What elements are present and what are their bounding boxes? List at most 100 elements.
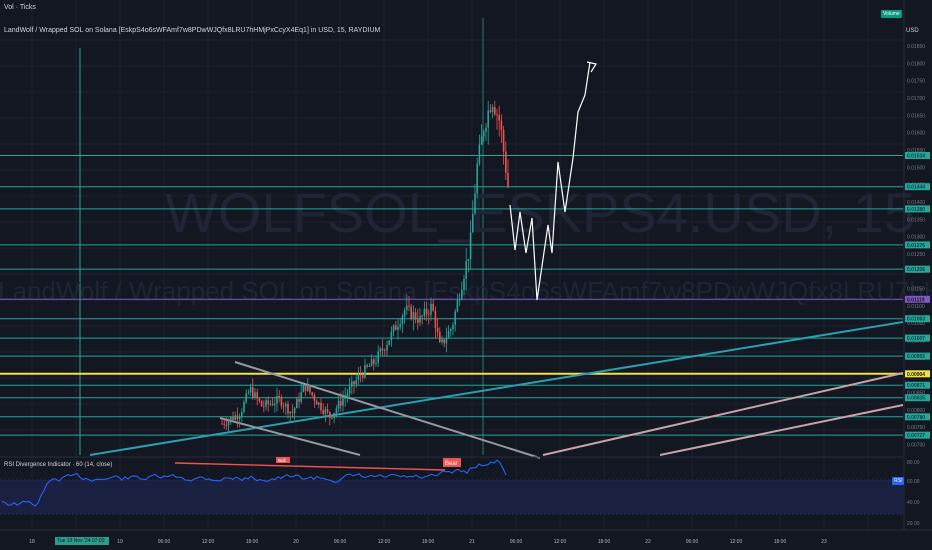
candle-body	[379, 348, 382, 352]
candle-body	[395, 325, 397, 330]
support-resistance-levels[interactable]	[0, 155, 903, 436]
candle-body	[331, 417, 333, 419]
price-axis-tick: 0.01300	[907, 235, 925, 241]
candle-body	[238, 417, 241, 420]
candle-body	[252, 387, 254, 398]
price-axis[interactable]: 0.01850 0.01800 0.01750 0.01700 0.01650 0.016…	[903, 0, 930, 530]
time-axis-label: 06:00	[686, 539, 699, 545]
wedge-upper-line[interactable]	[234, 361, 541, 459]
channel-line-upper[interactable]	[542, 372, 904, 456]
candle-body	[256, 392, 258, 399]
candle-body	[298, 399, 300, 402]
price-level-badge[interactable]	[905, 370, 930, 378]
candle-body	[439, 331, 441, 343]
candle-body	[326, 409, 329, 412]
candle-body	[285, 403, 287, 407]
candle-body	[254, 392, 256, 398]
candle-body	[502, 130, 505, 152]
price-level-badge-label: 0.00904	[907, 372, 925, 378]
price-projection-drawing[interactable]	[509, 61, 597, 301]
rsi-pane[interactable]: Bull Bear 80.00 60.00 40.00 20.00	[0, 456, 920, 527]
time-axis-label: 19	[117, 539, 123, 545]
candle-body	[357, 374, 360, 380]
time-axis-label: 12:00	[202, 539, 215, 545]
candle-body	[507, 172, 509, 187]
candle-body	[278, 395, 280, 398]
candle-body	[260, 401, 263, 407]
currency-label[interactable]: USD	[906, 28, 919, 34]
candle-body	[447, 331, 450, 339]
candle-body	[296, 399, 298, 409]
price-level-badge-label: 0.01007	[907, 336, 925, 342]
time-axis[interactable]: 18 18:00 19 06:00 12:00 18:00 20 06:00 12:00 18:0…	[0, 529, 932, 545]
rsi-band	[0, 480, 903, 514]
candle-body	[342, 398, 344, 406]
price-level-badge[interactable]	[905, 394, 930, 402]
candle-body	[432, 303, 434, 311]
candle-body	[368, 366, 371, 367]
uptrend-line[interactable]	[89, 321, 904, 456]
wedge-lower-line[interactable]	[219, 417, 361, 456]
price-level-badge-label: 0.01276	[907, 243, 925, 249]
candle-body	[307, 385, 309, 391]
candle-body	[291, 411, 294, 413]
candle-body	[410, 306, 412, 320]
price-level-badge[interactable]	[905, 265, 930, 273]
candle-body	[258, 398, 261, 402]
channel-line-lower[interactable]	[659, 404, 904, 456]
candle-body	[263, 406, 265, 408]
candle-body	[362, 375, 364, 378]
price-level-badge[interactable]	[905, 431, 930, 439]
candle-body	[245, 393, 247, 402]
rsi-axis-tick: 80.00	[907, 460, 920, 466]
price-level-badge[interactable]	[905, 352, 930, 360]
candle-body	[419, 316, 421, 323]
candle-body	[388, 340, 390, 345]
price-level-badge-label: 0.01119	[907, 297, 925, 303]
price-level-badge-label: 0.01534	[907, 154, 925, 160]
price-level-badge[interactable]	[905, 381, 930, 389]
candle-body	[392, 325, 395, 332]
candle-body	[364, 365, 366, 378]
candle-body	[353, 381, 355, 385]
projection-arrowhead	[586, 61, 597, 73]
candle-body	[287, 403, 289, 414]
price-axis-tick: 0.00800	[907, 408, 925, 414]
price-level-badge[interactable]	[905, 205, 930, 213]
price-level-badge[interactable]	[905, 295, 930, 303]
price-level-badge[interactable]	[905, 315, 930, 323]
price-level-badge-label: 0.01063	[907, 317, 925, 323]
candle-body	[221, 423, 223, 425]
rsi-axis-tick: 60.00	[907, 479, 920, 485]
price-axis-tick: 0.00850	[907, 391, 925, 397]
candle-body	[304, 385, 307, 391]
projection-path[interactable]	[509, 61, 591, 301]
candle-body	[289, 411, 291, 414]
candle-body	[505, 151, 507, 173]
candle-body	[401, 316, 404, 325]
chart-grid	[0, 0, 903, 530]
candle-body	[428, 314, 430, 316]
time-axis-label: 12:00	[378, 539, 391, 545]
candle-body	[491, 107, 494, 112]
price-level-badge[interactable]	[905, 334, 930, 342]
price-level-badge[interactable]	[905, 413, 930, 421]
trend-lines[interactable]	[89, 321, 904, 459]
candle-body	[463, 278, 465, 290]
candle-body	[390, 331, 393, 341]
volume-badge[interactable]: Volume	[881, 10, 902, 18]
candle-body	[225, 424, 228, 426]
candle-body	[230, 417, 232, 421]
price-level-badge[interactable]	[905, 152, 930, 160]
price-level-badge[interactable]	[905, 183, 930, 191]
candle-body	[397, 327, 399, 330]
candle-body	[412, 312, 415, 320]
candle-body	[441, 339, 443, 343]
time-axis-label: 18:00	[598, 539, 611, 545]
rsi-indicator-title[interactable]: RSI Divergence Indicator · 60 (14, close…	[4, 462, 113, 468]
price-level-badge[interactable]	[905, 241, 930, 249]
price-level-badge-label: 0.00780	[907, 415, 925, 421]
price-axis-tick: 0.01150	[907, 287, 925, 293]
rsi-axis-tick: 20.00	[907, 521, 920, 527]
